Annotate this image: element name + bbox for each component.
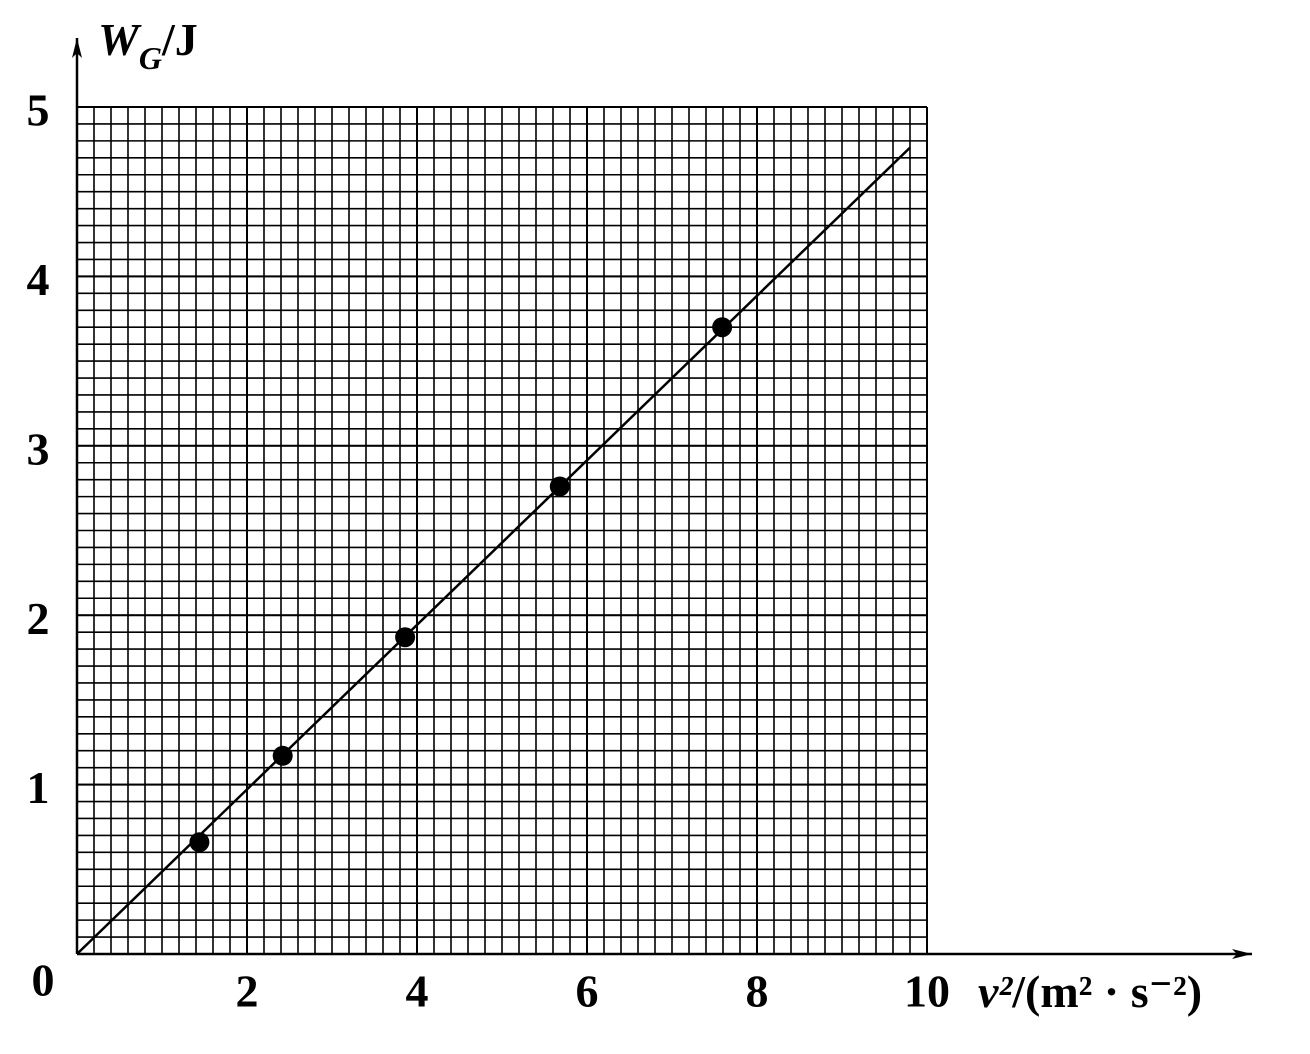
y-tick-label: 4: [27, 254, 50, 305]
y-label-subscript: G: [139, 40, 162, 76]
y-tick-label: 2: [27, 593, 50, 644]
y-axis-label: WG/J: [98, 14, 198, 77]
x-tick-label: 2: [236, 966, 259, 1017]
y-tick-label: 1: [27, 762, 50, 813]
y-label-unit: /J: [161, 14, 198, 65]
x-tick-label: 10: [904, 966, 950, 1017]
x-tick-label: 8: [746, 966, 769, 1017]
x-tick-label: 6: [576, 966, 599, 1017]
x-tick-label: 0: [32, 955, 55, 1006]
data-point: [395, 627, 416, 648]
y-tick-label: 5: [27, 85, 50, 136]
x-label-symbol: v²: [978, 966, 1013, 1017]
x-label-unit: /(m² · s⁻²): [1011, 966, 1202, 1017]
y-label-symbol: W: [98, 14, 142, 65]
fit-line: [76, 146, 911, 955]
x-axis-label: v²/(m² · s⁻²): [978, 966, 1202, 1017]
data-point: [189, 832, 210, 853]
data-point: [272, 745, 293, 766]
grid: [76, 106, 928, 955]
data-point: [549, 476, 570, 497]
x-tick-label: 4: [406, 966, 429, 1017]
y-tick-label: 3: [27, 423, 50, 474]
data-point: [712, 317, 733, 338]
